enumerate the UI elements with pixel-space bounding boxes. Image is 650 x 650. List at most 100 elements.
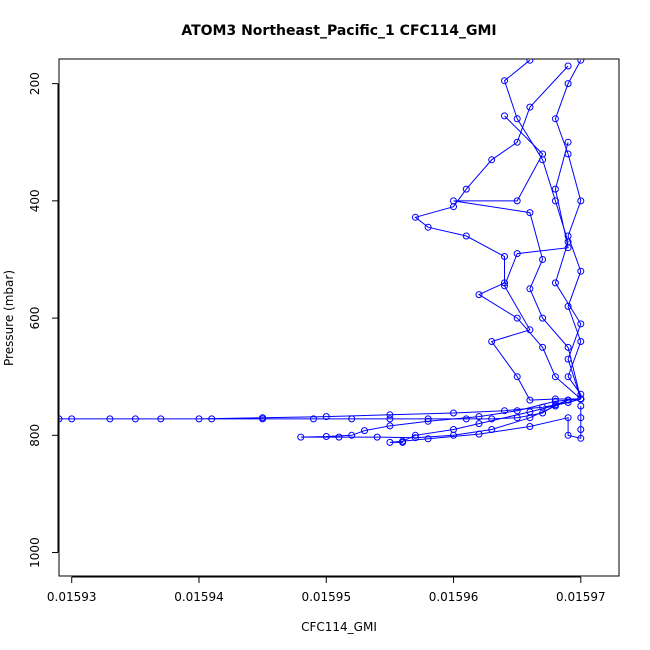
data-point	[577, 434, 585, 442]
data-point	[551, 397, 559, 405]
data-point	[386, 411, 394, 419]
y-axis: 200 400 600 800 1000	[28, 72, 59, 568]
x-tick-label: 0.01594	[174, 590, 224, 604]
data-point	[513, 407, 521, 415]
data-point	[386, 438, 394, 446]
y-tick-label: 200	[28, 72, 42, 95]
series-line-5	[490, 142, 581, 401]
data-point	[424, 223, 432, 231]
data-point	[564, 138, 572, 146]
data-point	[399, 438, 407, 446]
data-point	[577, 395, 585, 403]
x-tick-label: 0.01596	[429, 590, 479, 604]
data-point	[577, 320, 585, 328]
data-point	[513, 250, 521, 258]
data-point	[59, 415, 63, 423]
data-point	[501, 253, 508, 260]
data-point	[526, 326, 534, 334]
series-line-6	[59, 398, 581, 420]
plot-frame	[58, 58, 620, 577]
data-point	[475, 291, 483, 299]
data-point	[259, 415, 267, 423]
data-point	[424, 435, 432, 443]
data-point	[386, 415, 394, 423]
data-point	[577, 338, 585, 345]
data-point	[501, 112, 508, 120]
data-point	[411, 434, 419, 442]
data-point	[513, 115, 521, 123]
data-point	[501, 407, 508, 415]
data-point	[488, 156, 496, 164]
data-point	[335, 433, 343, 441]
y-axis-label: Pressure (mbar)	[2, 270, 16, 366]
data-point	[462, 415, 470, 423]
data-point	[513, 314, 521, 322]
series-group	[59, 59, 585, 446]
data-point	[526, 103, 534, 111]
data-point	[488, 415, 496, 423]
data-point	[462, 185, 470, 193]
y-tick-label: 400	[28, 189, 42, 212]
data-point	[513, 373, 521, 381]
data-point	[208, 415, 216, 423]
series-line-4	[453, 115, 582, 400]
chart-title: ATOM3 Northeast_Pacific_1 CFC114_GMI	[181, 23, 496, 39]
data-point	[564, 373, 572, 381]
data-point	[551, 279, 559, 287]
y-tick-label: 1000	[28, 537, 42, 568]
data-point	[131, 415, 139, 423]
series-line-7	[300, 398, 581, 439]
series-line-2	[503, 59, 582, 400]
data-point	[322, 413, 330, 421]
data-point	[551, 185, 559, 193]
data-point	[526, 285, 534, 293]
data-point	[539, 150, 547, 158]
x-tick-label: 0.01595	[301, 590, 351, 604]
data-point	[310, 415, 317, 423]
data-point	[462, 232, 470, 240]
data-point	[475, 430, 483, 438]
data-point	[577, 426, 585, 433]
data-point	[424, 415, 432, 423]
data-point	[195, 415, 203, 423]
data-point	[577, 402, 585, 410]
x-axis-label: CFC114_GMI	[301, 620, 377, 634]
data-point	[322, 433, 330, 440]
data-point	[577, 59, 585, 64]
data-point	[411, 431, 419, 439]
data-point	[564, 244, 572, 252]
data-point	[297, 433, 305, 441]
data-point	[501, 77, 508, 85]
data-point	[564, 431, 572, 439]
data-point	[564, 343, 572, 351]
data-point	[450, 426, 457, 433]
data-point	[488, 338, 496, 345]
x-axis: 0.01593 0.01594 0.01595 0.01596 0.01597	[47, 576, 606, 604]
data-point	[361, 427, 368, 435]
data-point	[577, 267, 585, 275]
data-point	[526, 209, 534, 217]
data-point	[526, 423, 534, 430]
data-point	[539, 314, 547, 322]
x-tick-label: 0.01593	[47, 590, 97, 604]
x-tick-label: 0.01597	[556, 590, 606, 604]
data-point	[106, 415, 114, 423]
data-point	[577, 197, 585, 205]
series-line-1	[554, 59, 582, 399]
data-point	[157, 415, 165, 423]
data-point	[411, 213, 419, 221]
plot-area	[59, 59, 585, 446]
data-point	[564, 414, 572, 422]
data-point	[475, 413, 483, 421]
data-point	[450, 197, 457, 205]
data-point	[551, 115, 559, 123]
data-point	[526, 59, 534, 64]
data-point	[513, 197, 521, 205]
data-point	[526, 396, 534, 404]
data-point	[564, 396, 572, 404]
y-tick-label: 800	[28, 424, 42, 447]
data-point	[68, 415, 76, 423]
data-point	[450, 409, 457, 417]
data-point	[539, 256, 547, 263]
